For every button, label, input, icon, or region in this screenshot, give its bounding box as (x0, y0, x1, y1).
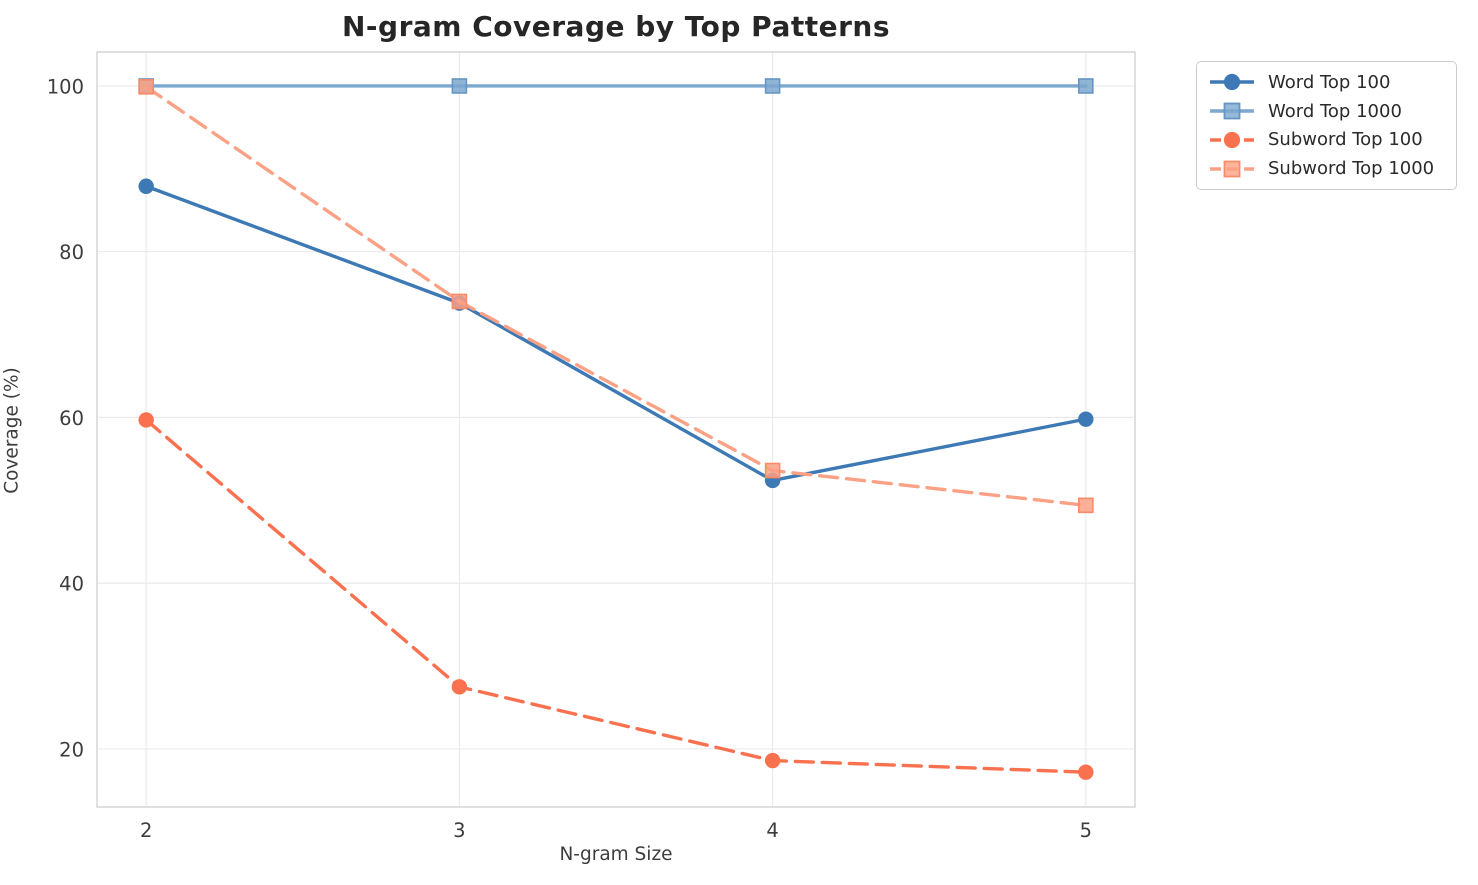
y-tick-label: 60 (59, 407, 84, 430)
square-marker (1078, 497, 1094, 514)
y-tick-label: 100 (47, 75, 84, 98)
series-subword-top-100 (138, 412, 1094, 780)
series-line (144, 184, 1088, 483)
plot-frame (96, 51, 1136, 808)
chart-title: N-gram Coverage by Top Patterns (341, 10, 891, 43)
circle-marker (1078, 764, 1094, 780)
x-tick-label: 3 (453, 819, 465, 842)
gridlines (97, 52, 1135, 807)
y-tick-label: 40 (59, 573, 84, 596)
tick-labels: 20 40 60 80 100 2 3 4 5 (47, 75, 1092, 842)
legend-label: Subword Top 1000 (1268, 158, 1435, 180)
legend-sample-square-icon (1210, 160, 1254, 178)
series-word-top-1000 (138, 78, 1094, 94)
circle-marker (451, 679, 468, 695)
circle-marker (1078, 411, 1094, 427)
legend-sample-square-icon (1210, 102, 1254, 120)
square-marker (764, 462, 781, 479)
legend: Word Top 100 Word Top 1000 Subword Top 100… (1196, 61, 1457, 190)
y-tick-label: 80 (59, 241, 84, 264)
legend-item-word-top-100: Word Top 100 (1209, 68, 1446, 97)
square-marker (764, 78, 781, 94)
square-marker (138, 79, 154, 95)
legend-label: Subword Top 100 (1268, 129, 1423, 151)
circle-marker (764, 752, 781, 769)
series-subword-top-1000 (138, 79, 1094, 514)
circle-marker (138, 178, 154, 194)
y-tick-label: 20 (59, 738, 84, 761)
x-tick-label: 2 (140, 819, 152, 842)
legend-label: Word Top 100 (1268, 71, 1391, 93)
x-axis-label: N-gram Size (559, 844, 673, 865)
legend-item-subword-top-100: Subword Top 100 (1209, 126, 1446, 155)
series-line (144, 418, 1088, 774)
square-marker (451, 78, 468, 94)
series-line (144, 85, 1088, 508)
square-marker (451, 293, 468, 310)
square-marker (1078, 78, 1094, 94)
circle-marker (138, 412, 154, 428)
legend-item-word-top-1000: Word Top 1000 (1209, 97, 1446, 126)
series-word-top-100 (138, 178, 1094, 489)
x-tick-label: 4 (766, 819, 778, 842)
x-tick-label: 5 (1080, 819, 1092, 842)
y-axis-label: Coverage (%) (1, 367, 23, 494)
legend-sample-circle-icon (1210, 131, 1254, 148)
legend-label: Word Top 1000 (1268, 100, 1402, 122)
legend-item-subword-top-1000: Subword Top 1000 (1209, 154, 1446, 183)
legend-sample-circle-icon (1210, 74, 1254, 91)
